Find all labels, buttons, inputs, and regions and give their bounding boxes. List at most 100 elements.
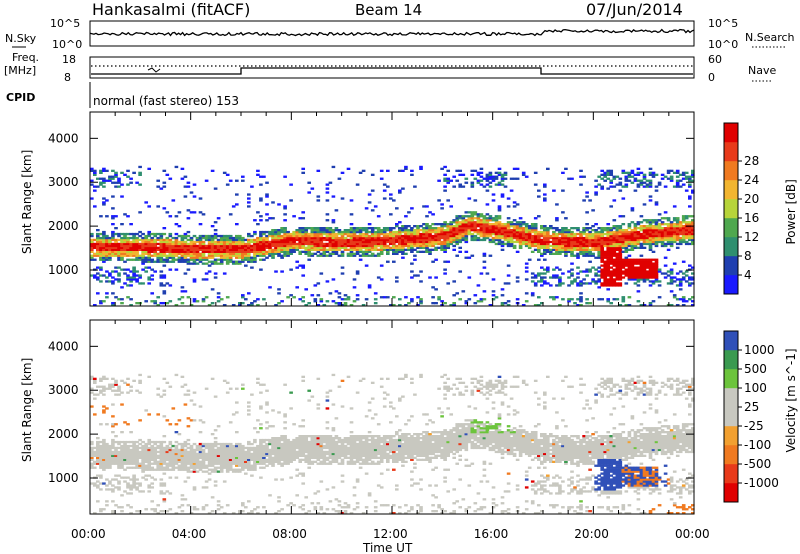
power-cell	[654, 201, 659, 204]
power-cell	[666, 238, 671, 242]
power-cell	[615, 242, 620, 246]
velocity-cell	[195, 464, 200, 467]
power-cell	[129, 258, 133, 261]
power-cell	[446, 223, 451, 226]
power-cell	[241, 248, 245, 251]
power-cell	[585, 274, 589, 277]
velocity-cell	[138, 454, 142, 457]
power-cell	[440, 300, 444, 303]
power-cell	[382, 229, 387, 232]
power-cell	[594, 230, 598, 234]
power-cell	[195, 246, 200, 249]
power-cell	[141, 252, 145, 255]
power-cell	[147, 250, 152, 253]
power-cell	[455, 230, 460, 234]
nsearch-label: N.Search	[745, 31, 795, 44]
power-cell	[521, 236, 526, 240]
velocity-cell	[96, 462, 100, 465]
velocity-cell	[96, 486, 100, 489]
power-cell	[102, 167, 106, 170]
power-cell	[358, 230, 363, 234]
velocity-cell	[141, 476, 145, 479]
power-cell	[636, 278, 641, 281]
power-cell	[286, 236, 290, 240]
velocity-cell	[216, 452, 221, 456]
power-cell	[367, 246, 372, 249]
power-cell	[500, 244, 505, 248]
power-cell	[147, 230, 152, 234]
power-cell	[567, 232, 571, 236]
power-cell	[543, 258, 547, 261]
nave-label: Nave	[748, 64, 776, 77]
power-cell	[497, 227, 502, 230]
power-cell	[509, 238, 514, 242]
power-cell	[129, 223, 133, 226]
power-cell	[201, 213, 206, 216]
power-cell	[213, 254, 218, 257]
power-cell	[630, 181, 635, 184]
velocity-cell	[111, 490, 115, 493]
power-cell	[349, 236, 354, 240]
power-cell	[398, 227, 402, 230]
velocity-cell	[117, 456, 121, 459]
power-cell	[313, 300, 318, 303]
velocity-cell	[198, 454, 203, 457]
power-cell	[546, 240, 550, 244]
velocity-cell	[114, 381, 118, 384]
power-cell	[579, 240, 583, 244]
power-cell	[165, 242, 170, 246]
power-cell	[392, 296, 396, 299]
power-cell	[189, 252, 194, 255]
power-cell	[443, 234, 447, 238]
power-cell	[464, 300, 469, 303]
power-cell	[114, 215, 118, 218]
power-cell	[573, 280, 577, 283]
velocity-cell	[90, 440, 94, 444]
power-cell	[231, 205, 236, 208]
velocity-cell	[159, 510, 164, 513]
power-cell	[645, 240, 650, 244]
power-cell	[183, 236, 188, 240]
power-cell	[494, 183, 499, 186]
power-cell	[204, 234, 209, 238]
velocity-cell	[102, 411, 106, 414]
power-cell	[337, 177, 342, 180]
power-cell	[627, 240, 632, 244]
velocity-cell	[90, 454, 94, 457]
power-cell	[150, 260, 155, 263]
power-cell	[506, 234, 511, 238]
power-cell	[277, 248, 281, 251]
power-cell	[117, 252, 121, 255]
power-cell	[651, 242, 656, 246]
power-cell	[537, 242, 541, 246]
power-cell	[171, 252, 176, 255]
power-cell	[123, 240, 127, 244]
power-cell	[138, 248, 142, 251]
power-cell	[117, 246, 121, 249]
power-cell	[606, 256, 611, 259]
power-cell	[268, 246, 272, 249]
power-cell	[561, 232, 565, 236]
power-cell	[228, 240, 233, 244]
power-cell	[500, 236, 505, 240]
power-cell	[476, 230, 481, 234]
power-cell	[443, 185, 447, 188]
velocity-cell	[210, 442, 215, 446]
velocity-cell	[153, 462, 158, 465]
velocity-cell	[192, 454, 197, 457]
power-cell	[410, 232, 414, 236]
power-cell	[688, 177, 692, 180]
power-cell	[624, 234, 629, 238]
power-cell	[186, 185, 191, 188]
power-cell	[672, 296, 677, 299]
power-cell	[265, 234, 269, 238]
velocity-cell	[195, 470, 200, 473]
power-cell	[600, 298, 605, 301]
power-cell	[570, 234, 574, 238]
power-cell	[93, 276, 97, 279]
velocity-cell	[105, 452, 109, 456]
power-cell	[446, 234, 451, 238]
velocity-cell	[105, 466, 109, 469]
power-cell	[470, 211, 475, 214]
velocity-cell	[102, 442, 106, 446]
